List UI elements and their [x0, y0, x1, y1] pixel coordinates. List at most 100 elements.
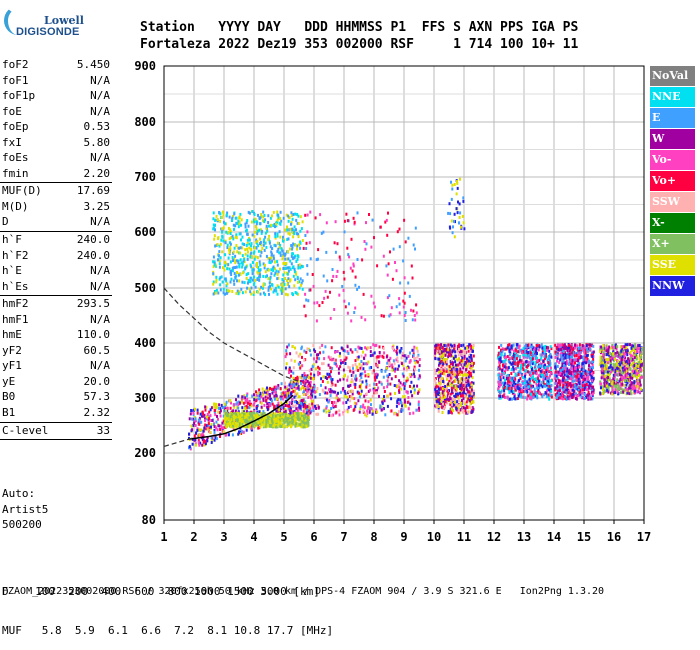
- echo-point: [285, 413, 287, 416]
- echo-point: [467, 363, 469, 366]
- echo-point: [399, 399, 401, 402]
- echo-point: [451, 345, 453, 348]
- echo-point: [235, 398, 237, 401]
- echo-point: [214, 409, 216, 412]
- echo-point: [503, 394, 505, 397]
- echo-point: [520, 393, 522, 396]
- echo-point: [501, 373, 503, 376]
- echo-point: [218, 407, 220, 410]
- echo-point: [194, 408, 196, 411]
- echo-point: [536, 386, 538, 389]
- echo-point: [630, 392, 632, 395]
- x-tick-label: 4: [250, 530, 257, 544]
- echo-point: [636, 376, 638, 379]
- y-tick-label: 500: [134, 281, 156, 295]
- echo-point: [275, 425, 277, 428]
- echo-point: [443, 369, 445, 372]
- echo-point: [363, 362, 365, 365]
- echo-point: [606, 382, 608, 385]
- echo-point: [437, 375, 439, 378]
- echo-point: [378, 360, 380, 363]
- echo-point: [352, 374, 354, 377]
- echo-point: [586, 354, 588, 357]
- echo-point: [238, 431, 240, 434]
- echo-point: [331, 414, 333, 417]
- echo-point: [305, 425, 307, 428]
- echo-point: [296, 392, 298, 395]
- echo-point: [288, 405, 290, 408]
- echo-point: [362, 351, 364, 354]
- echo-point: [589, 348, 591, 351]
- echo-point: [454, 380, 456, 383]
- echo-point: [459, 370, 461, 373]
- echo-point: [585, 358, 587, 361]
- echo-point: [523, 396, 525, 399]
- echo-point: [441, 397, 443, 400]
- echo-point: [297, 387, 299, 390]
- echo-point: [511, 387, 513, 390]
- echo-point: [239, 419, 241, 422]
- echo-point: [470, 345, 472, 348]
- echo-point: [289, 352, 291, 355]
- echo-point: [305, 351, 307, 354]
- echo-point: [241, 401, 243, 404]
- echo-point: [459, 381, 461, 384]
- echo-point: [578, 382, 580, 385]
- y-tick-label: 200: [134, 446, 156, 460]
- echo-point: [525, 354, 527, 357]
- echo-point: [621, 358, 623, 361]
- echo-point: [301, 364, 303, 367]
- echo-point: [236, 418, 238, 421]
- echo-point: [592, 345, 594, 348]
- echo-point: [260, 425, 262, 428]
- echo-point: [348, 390, 350, 393]
- echo-point: [409, 385, 411, 388]
- echo-point: [472, 410, 474, 413]
- echo-point: [281, 406, 283, 409]
- echo-point: [556, 396, 558, 399]
- echo-point: [227, 414, 229, 417]
- echo-point: [556, 385, 558, 388]
- echo-point: [612, 346, 614, 349]
- echo-point: [287, 414, 289, 417]
- echo-point: [455, 385, 457, 388]
- echo-point: [419, 364, 421, 367]
- echo-point: [439, 374, 441, 377]
- echo-point: [582, 384, 584, 387]
- echo-point: [570, 377, 572, 380]
- echo-point: [629, 376, 631, 379]
- echo-point: [439, 347, 441, 350]
- echo-point: [360, 405, 362, 408]
- echo-point: [191, 425, 193, 428]
- echo-point: [448, 398, 450, 401]
- echo-point: [504, 379, 506, 382]
- echo-point: [468, 343, 470, 346]
- echo-point: [459, 362, 461, 365]
- echo-point: [345, 362, 347, 365]
- echo-point: [191, 428, 193, 431]
- echo-point: [328, 414, 330, 417]
- echo-point: [211, 419, 213, 422]
- echo-point: [395, 375, 397, 378]
- echo-point: [574, 384, 576, 387]
- echo-point: [312, 344, 314, 347]
- echo-point: [381, 370, 383, 373]
- echo-point: [548, 398, 550, 401]
- echo-point: [568, 383, 570, 386]
- echo-point: [604, 367, 606, 370]
- echo-point: [569, 348, 571, 351]
- echo-point: [310, 377, 312, 380]
- echo-point: [501, 369, 503, 372]
- echo-point: [341, 347, 343, 350]
- echo-point: [523, 356, 525, 359]
- echo-point: [524, 350, 526, 353]
- echo-point: [271, 420, 273, 423]
- echo-point: [509, 361, 511, 364]
- echo-point: [454, 373, 456, 376]
- echo-point: [394, 392, 396, 395]
- echo-point: [340, 359, 342, 362]
- echo-point: [345, 401, 347, 404]
- echo-point: [442, 387, 444, 390]
- echo-point: [558, 361, 560, 364]
- echo-point: [592, 386, 594, 389]
